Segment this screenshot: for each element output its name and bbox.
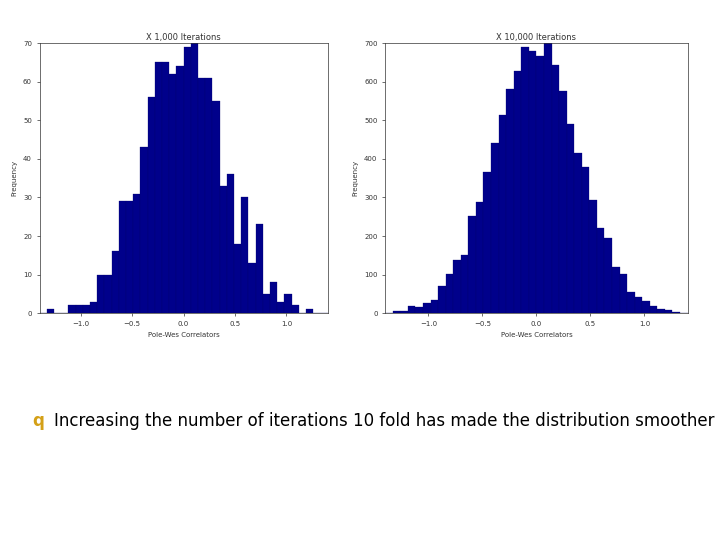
Bar: [83, 306, 90, 313]
Bar: [47, 309, 54, 313]
Bar: [205, 78, 212, 313]
Bar: [627, 292, 635, 313]
Title: X 1,000 Iterations: X 1,000 Iterations: [146, 33, 221, 43]
Bar: [191, 0, 198, 313]
Bar: [536, 56, 544, 313]
Bar: [575, 153, 582, 313]
Bar: [277, 302, 284, 313]
Bar: [461, 254, 469, 313]
Bar: [112, 252, 119, 313]
Bar: [393, 311, 400, 313]
Bar: [484, 172, 491, 313]
Bar: [567, 124, 575, 313]
X-axis label: Pole-Wes Correlators: Pole-Wes Correlators: [148, 333, 220, 339]
Bar: [454, 260, 461, 313]
Bar: [528, 51, 536, 313]
Bar: [672, 312, 680, 313]
Bar: [292, 306, 299, 313]
Bar: [234, 244, 241, 313]
Bar: [582, 167, 590, 313]
Bar: [521, 47, 529, 313]
Bar: [506, 90, 514, 313]
Bar: [155, 63, 162, 313]
Text: Increasing the number of iterations 10 fold has made the distribution smoother: Increasing the number of iterations 10 f…: [54, 412, 714, 430]
Bar: [162, 63, 169, 313]
Bar: [126, 201, 133, 313]
Y-axis label: Frequency: Frequency: [353, 160, 359, 196]
Bar: [620, 274, 627, 313]
Bar: [241, 198, 248, 313]
Bar: [263, 294, 270, 313]
Bar: [408, 306, 415, 313]
Bar: [514, 71, 521, 313]
Bar: [76, 306, 83, 313]
Bar: [438, 286, 446, 313]
Bar: [476, 202, 484, 313]
Bar: [169, 74, 176, 313]
Bar: [544, 37, 552, 313]
Bar: [491, 143, 499, 313]
Text: q: q: [32, 412, 44, 430]
Bar: [552, 65, 559, 313]
Bar: [657, 309, 665, 313]
Bar: [415, 307, 423, 313]
X-axis label: Pole-Wes Correlators: Pole-Wes Correlators: [500, 333, 572, 339]
Bar: [90, 302, 97, 313]
Bar: [256, 225, 263, 313]
Bar: [642, 301, 650, 313]
Bar: [97, 275, 104, 313]
Bar: [270, 282, 277, 313]
Bar: [140, 147, 148, 313]
Bar: [184, 47, 191, 313]
Bar: [104, 275, 112, 313]
Bar: [590, 200, 597, 313]
Bar: [650, 306, 657, 313]
Bar: [68, 306, 76, 313]
Bar: [119, 201, 126, 313]
Bar: [212, 101, 220, 313]
Bar: [248, 263, 256, 313]
Bar: [431, 300, 438, 313]
Bar: [665, 310, 672, 313]
Bar: [306, 309, 313, 313]
Bar: [499, 116, 506, 313]
Bar: [605, 238, 612, 313]
Bar: [612, 267, 620, 313]
Bar: [400, 311, 408, 313]
Bar: [446, 274, 454, 313]
Y-axis label: Frequency: Frequency: [12, 160, 17, 196]
Title: X 10,000 Iterations: X 10,000 Iterations: [496, 33, 577, 43]
Bar: [635, 298, 642, 313]
Bar: [133, 194, 140, 313]
Bar: [198, 78, 205, 313]
Bar: [284, 294, 292, 313]
Bar: [148, 97, 155, 313]
Bar: [559, 91, 567, 313]
Bar: [220, 186, 227, 313]
Bar: [176, 66, 184, 313]
Bar: [597, 227, 605, 313]
Bar: [423, 303, 431, 313]
Bar: [469, 217, 476, 313]
Bar: [227, 174, 234, 313]
